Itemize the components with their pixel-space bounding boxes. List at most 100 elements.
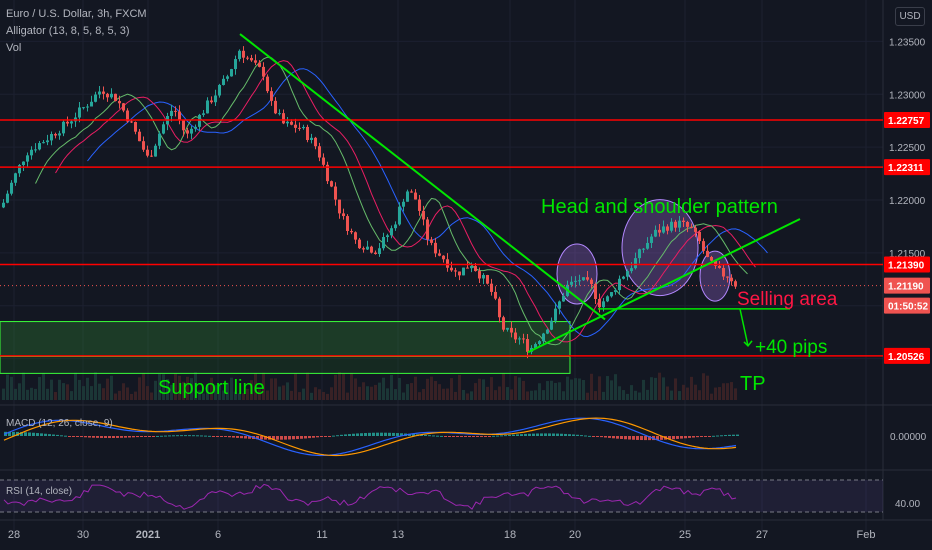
macd-histogram-bar bbox=[588, 435, 591, 437]
volume-bar bbox=[546, 381, 549, 400]
candle-body bbox=[170, 110, 173, 117]
macd-histogram-bar bbox=[448, 436, 451, 437]
volume-bar bbox=[174, 373, 177, 400]
volume-bar bbox=[638, 392, 641, 400]
volume-bar bbox=[170, 384, 173, 400]
candle-body bbox=[666, 226, 669, 231]
macd-histogram-bar bbox=[712, 435, 715, 437]
volume-bar bbox=[294, 373, 297, 400]
volume-bar bbox=[430, 376, 433, 400]
candle-body bbox=[378, 248, 381, 255]
macd-histogram-bar bbox=[548, 433, 551, 436]
macd-histogram-bar bbox=[112, 436, 115, 438]
macd-histogram-bar bbox=[516, 434, 519, 436]
volume-bar bbox=[642, 379, 645, 400]
macd-histogram-bar bbox=[368, 432, 371, 436]
candle-body bbox=[318, 146, 321, 158]
candle-body bbox=[94, 94, 97, 102]
macd-histogram-bar bbox=[12, 431, 15, 436]
volume-bar bbox=[418, 392, 421, 400]
candle-body bbox=[630, 268, 633, 272]
price-tick: 1.23500 bbox=[889, 37, 926, 48]
macd-tick: 0.00000 bbox=[890, 432, 927, 443]
macd-histogram-bar bbox=[264, 436, 267, 440]
macd-histogram-bar bbox=[220, 436, 223, 437]
volume-bar bbox=[162, 374, 165, 400]
volume-bar bbox=[22, 372, 25, 400]
macd-histogram-bar bbox=[124, 436, 127, 438]
candle-body bbox=[258, 62, 261, 67]
candle-body bbox=[358, 239, 361, 249]
macd-histogram-bar bbox=[728, 434, 731, 436]
volume-bar bbox=[34, 388, 37, 400]
volume-bar bbox=[366, 386, 369, 400]
candle-body bbox=[490, 283, 493, 292]
macd-histogram-bar bbox=[24, 432, 27, 436]
macd-histogram-bar bbox=[572, 434, 575, 436]
macd-histogram-bar bbox=[432, 435, 435, 437]
macd-histogram-bar bbox=[380, 432, 383, 436]
candle-body bbox=[234, 59, 237, 70]
price-label: 1.20526 bbox=[888, 352, 925, 363]
volume-bar bbox=[686, 387, 689, 400]
volume-bar bbox=[142, 373, 145, 400]
candle-body bbox=[34, 149, 37, 151]
macd-histogram-bar bbox=[68, 436, 71, 437]
volume-bar bbox=[126, 387, 129, 400]
volume-bar bbox=[570, 379, 573, 400]
candle-body bbox=[138, 131, 141, 142]
macd-histogram-bar bbox=[480, 436, 483, 437]
macd-histogram-bar bbox=[148, 436, 151, 437]
macd-histogram-bar bbox=[400, 433, 403, 436]
candle-body bbox=[550, 320, 553, 330]
macd-histogram-bar bbox=[136, 436, 139, 438]
candle-body bbox=[274, 100, 277, 114]
candle-body bbox=[590, 279, 593, 284]
candle-body bbox=[538, 341, 541, 345]
symbol-title: Euro / U.S. Dollar, 3h, FXCM bbox=[6, 8, 147, 20]
macd-histogram-bar bbox=[428, 435, 431, 437]
macd-histogram-bar bbox=[52, 434, 55, 436]
macd-histogram-bar bbox=[656, 436, 659, 440]
macd-histogram-bar bbox=[692, 436, 695, 438]
volume-bar bbox=[574, 378, 577, 400]
volume-bar bbox=[74, 372, 77, 400]
alligator-lips bbox=[35, 56, 748, 346]
currency-button[interactable]: USD bbox=[895, 7, 925, 26]
candle-body bbox=[26, 155, 29, 162]
candle-body bbox=[306, 126, 309, 140]
alligator-legend: Alligator (13, 8, 5, 8, 5, 3) bbox=[6, 25, 130, 37]
volume-bar bbox=[478, 378, 481, 400]
volume-bar bbox=[66, 384, 69, 400]
macd-histogram-bar bbox=[172, 435, 175, 437]
candle-body bbox=[110, 93, 113, 98]
macd-histogram-bar bbox=[472, 436, 475, 437]
rsi-legend: RSI (14, close) bbox=[6, 486, 72, 497]
volume-bar bbox=[218, 384, 221, 400]
volume-bar bbox=[2, 388, 5, 400]
volume-bar bbox=[674, 378, 677, 400]
volume-bar bbox=[206, 385, 209, 400]
candle-body bbox=[570, 281, 573, 285]
candle-body bbox=[398, 206, 401, 225]
time-tick: 11 bbox=[316, 529, 327, 541]
price-label-bg bbox=[884, 297, 930, 314]
rsi-panel: RSI (14, close) bbox=[0, 479, 883, 513]
volume-bar bbox=[62, 383, 65, 400]
candle-body bbox=[454, 270, 457, 272]
volume-bar bbox=[538, 383, 541, 400]
volume-bar bbox=[542, 390, 545, 400]
candle-body bbox=[150, 155, 153, 157]
price-label-bg bbox=[884, 159, 930, 176]
candle-body bbox=[510, 327, 513, 333]
support-zone bbox=[0, 321, 571, 357]
volume-bar bbox=[694, 384, 697, 400]
macd-histogram-bar bbox=[544, 433, 547, 436]
candle-body bbox=[422, 210, 425, 220]
volume-bar bbox=[98, 383, 101, 400]
candle-body bbox=[650, 236, 653, 243]
candle-body bbox=[314, 137, 317, 147]
level-lines bbox=[0, 119, 883, 357]
volume-bar bbox=[602, 391, 605, 400]
